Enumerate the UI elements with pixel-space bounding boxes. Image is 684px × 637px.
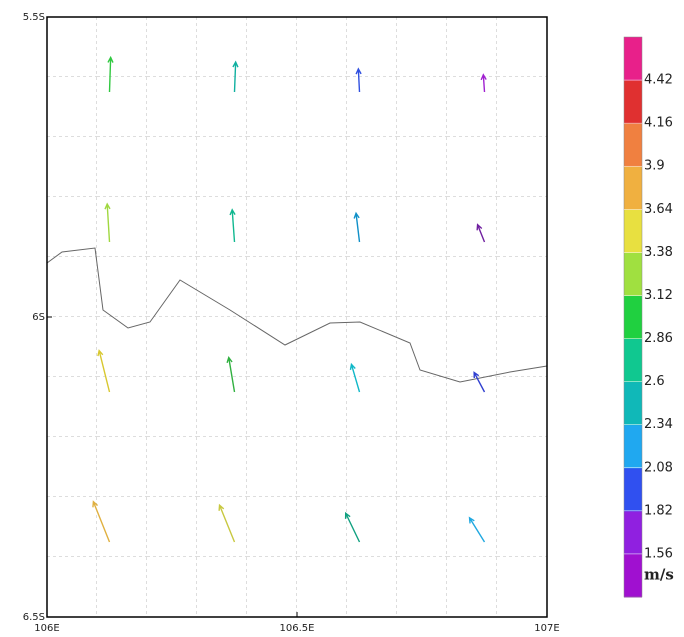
- colorbar-label: 3.9: [644, 159, 665, 174]
- colorbar-band: [624, 425, 642, 469]
- colorbar-label: 4.42: [644, 73, 673, 88]
- colorbar-band: [624, 166, 642, 210]
- grid: [47, 17, 547, 617]
- colorbar-band: [624, 554, 642, 598]
- colorbar-band: [624, 468, 642, 512]
- colorbar-band: [624, 511, 642, 555]
- y-tick-label: 5.5S: [23, 12, 45, 23]
- colorbar-label: 1.82: [644, 503, 673, 518]
- colorbar-unit: m/s: [644, 565, 674, 583]
- colorbar-label: 2.86: [644, 331, 673, 346]
- colorbar-band: [624, 382, 642, 426]
- colorbar-label: 1.56: [644, 546, 673, 561]
- colorbar-label: 3.12: [644, 288, 673, 303]
- x-tick-label: 106.5E: [280, 623, 315, 634]
- colorbar-label: 3.64: [644, 202, 673, 217]
- y-tick-label: 6.5S: [23, 612, 45, 623]
- colorbar-band: [624, 209, 642, 253]
- colorbar-band: [624, 252, 642, 296]
- colorbar-band: [624, 37, 642, 81]
- colorbar-label: 2.6: [644, 374, 665, 389]
- colorbar-band: [624, 123, 642, 167]
- x-tick-label: 107E: [534, 623, 559, 634]
- colorbar-band: [624, 80, 642, 124]
- x-tick-label: 106E: [34, 623, 59, 634]
- colorbar-label: 2.08: [644, 460, 673, 475]
- colorbar-label: 2.34: [644, 417, 673, 432]
- y-tick-label: 6S: [32, 312, 45, 323]
- colorbar-label: 3.38: [644, 245, 673, 260]
- colorbar-band: [624, 295, 642, 339]
- wind-map: 106E 106.5E 107E 5.5S 6S 6.5S 1.56 1.82 2.08 2.34…: [0, 0, 684, 637]
- colorbar-label: 4.16: [644, 116, 673, 131]
- colorbar-band: [624, 339, 642, 383]
